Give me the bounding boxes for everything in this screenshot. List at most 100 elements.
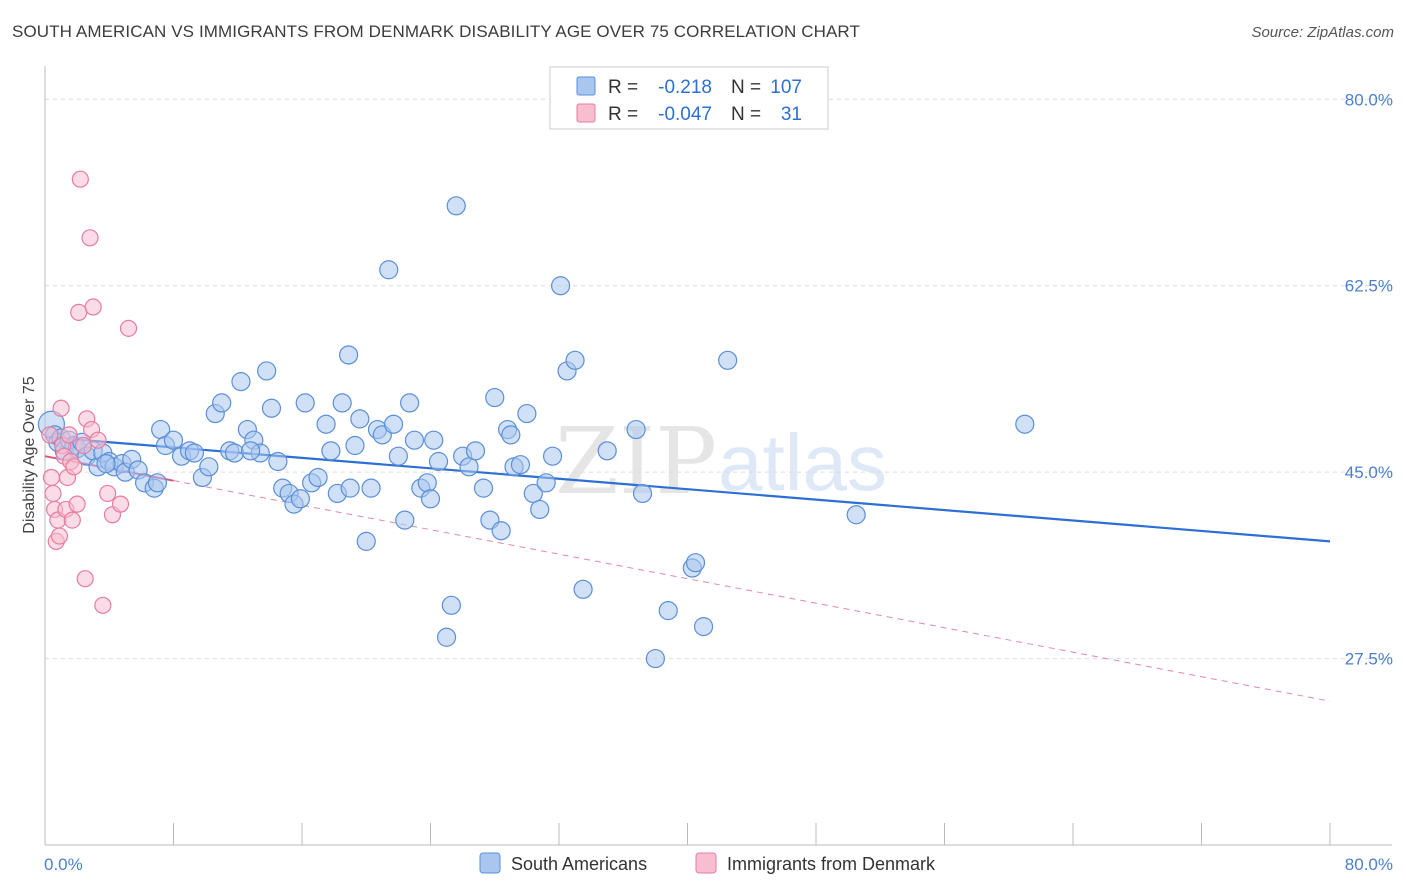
point-south-americans-80 (510, 455, 531, 475)
stats-legend: R = -0.218 N = 107 R = -0.047 N = 31 (549, 66, 829, 130)
point-south-americans-51 (338, 345, 359, 365)
point-south-americans-67 (428, 451, 449, 472)
point-south-americans-32 (224, 443, 245, 463)
legend-n-label-2: N = (731, 104, 761, 125)
axes (44, 66, 1392, 846)
point-south-americans-54 (356, 531, 376, 551)
point-south-americans-50 (332, 393, 352, 413)
point-south-americans-100 (96, 454, 116, 474)
point-south-americans-95 (685, 553, 706, 573)
point-denmark-16 (68, 495, 86, 513)
point-south-americans-30 (212, 393, 232, 413)
point-south-americans-46 (308, 467, 328, 488)
point-south-americans-89 (573, 579, 593, 599)
point-south-americans-74 (473, 478, 494, 498)
point-south-americans-53 (350, 409, 370, 429)
bottom-legend-denmark: Immigrants from Denmark (727, 854, 936, 874)
chart-title: SOUTH AMERICAN VS IMMIGRANTS FROM DENMAR… (12, 22, 860, 41)
point-south-americans-106 (597, 441, 617, 461)
legend-r-value-2: -0.047 (658, 104, 712, 125)
point-south-americans-85 (542, 446, 563, 466)
y-tick-label-1: 45.0% (1345, 463, 1393, 482)
point-south-americans-88 (565, 350, 585, 370)
bottom-legend-swatch-denmark (695, 852, 717, 874)
chart-source: Source: ZipAtlas.com (1251, 24, 1394, 41)
point-denmark-30 (119, 319, 138, 337)
legend-r-value-1: -0.218 (658, 77, 712, 98)
point-south-americans-58 (379, 260, 399, 280)
point-denmark-25 (89, 431, 107, 449)
point-south-americans-52 (345, 435, 365, 456)
point-south-americans-60 (388, 446, 408, 466)
point-south-americans-23 (163, 430, 184, 450)
legend-n-value-1: 107 (770, 77, 802, 98)
point-south-americans-97 (718, 350, 738, 370)
point-south-americans-96 (693, 617, 714, 637)
point-denmark-24 (84, 298, 102, 316)
point-south-americans-48 (321, 441, 341, 461)
watermark: ZIP atlas (555, 408, 887, 515)
point-denmark-20 (76, 570, 94, 588)
trend-line-denmark-extended (173, 480, 1331, 702)
point-denmark-12 (60, 426, 78, 444)
point-south-americans-93 (658, 601, 678, 621)
point-south-americans-105 (501, 425, 521, 445)
point-south-americans-92 (645, 648, 665, 669)
point-denmark-0 (41, 426, 59, 444)
point-south-americans-38 (261, 398, 282, 418)
point-south-americans-81 (517, 403, 537, 424)
stats-legend-box (549, 66, 829, 130)
point-south-americans-77 (491, 521, 511, 541)
tick-labels: 27.5% 45.0% 62.5% 80.0% 0.0% 80.0% (44, 90, 1393, 874)
point-south-americans-72 (459, 457, 479, 477)
point-denmark-1 (42, 468, 61, 487)
point-south-americans-99 (1015, 414, 1035, 434)
point-denmark-29 (111, 495, 130, 513)
point-south-americans-66 (424, 430, 444, 450)
x-tick-label-max: 80.0% (1345, 855, 1393, 874)
point-south-americans-70 (446, 196, 466, 216)
point-denmark-14 (63, 511, 81, 529)
point-south-americans-65 (417, 473, 437, 493)
point-south-americans-43 (290, 489, 310, 509)
legend-swatch-south-americans (576, 76, 596, 96)
point-denmark-7 (52, 399, 70, 417)
legend-r-label-1: R = (608, 77, 638, 98)
point-south-americans-90 (626, 419, 646, 440)
point-south-americans-73 (465, 441, 486, 461)
point-south-americans-33 (231, 372, 251, 392)
point-south-americans-102 (241, 441, 261, 461)
point-south-americans-44 (295, 393, 315, 413)
y-tick-label-3: 80.0% (1345, 90, 1393, 109)
point-denmark-15 (65, 458, 83, 476)
point-south-americans-103 (340, 478, 360, 498)
legend-n-value-2: 31 (781, 104, 802, 125)
point-south-americans-59 (383, 414, 404, 434)
point-south-americans-84 (536, 473, 556, 493)
bottom-legend-swatch-south-americans (479, 852, 501, 874)
point-denmark-18 (71, 170, 89, 188)
watermark-atlas: atlas (718, 418, 887, 507)
point-south-americans-47 (316, 414, 336, 434)
point-south-americans-104 (420, 489, 441, 509)
point-south-americans-39 (268, 451, 288, 472)
point-denmark-2 (44, 484, 62, 503)
point-denmark-6 (50, 527, 69, 545)
y-tick-label-2: 62.5% (1345, 277, 1393, 296)
point-south-americans-63 (404, 430, 425, 450)
point-denmark-26 (94, 596, 112, 614)
point-south-americans-98 (846, 505, 866, 525)
point-south-americans-101 (147, 473, 168, 493)
point-south-americans-55 (361, 478, 381, 498)
point-denmark-22 (81, 229, 99, 247)
point-south-americans-91 (632, 483, 653, 504)
point-south-americans-83 (530, 499, 550, 520)
point-south-americans-61 (395, 510, 415, 530)
point-south-americans-28 (199, 457, 219, 477)
point-south-americans-26 (184, 443, 204, 463)
point-south-americans-68 (436, 627, 457, 647)
point-south-americans-62 (400, 393, 420, 413)
x-tick-label-min: 0.0% (44, 855, 83, 874)
point-south-americans-69 (441, 595, 461, 615)
